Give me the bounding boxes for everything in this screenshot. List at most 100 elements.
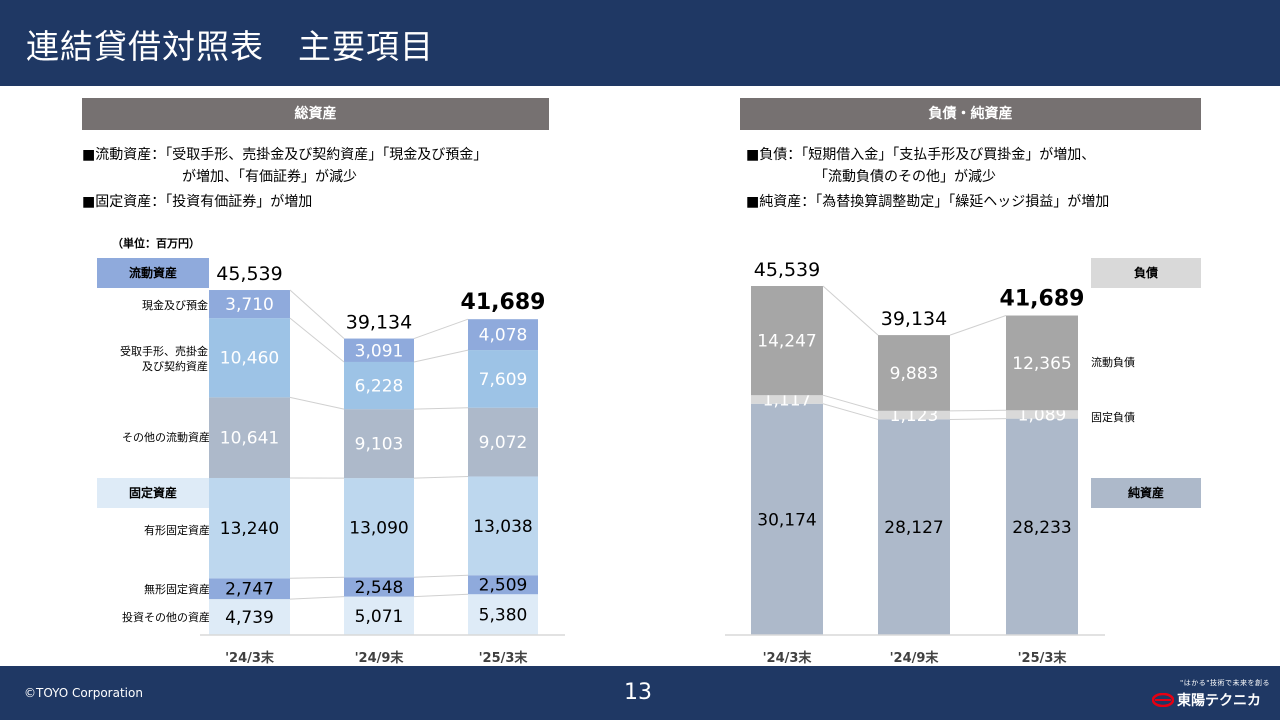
liabilities-section-title: 負債・純資産 <box>740 98 1201 130</box>
x-tick-label: '25/3末 <box>1018 650 1068 666</box>
data-label: 14,247 <box>757 332 816 352</box>
bar-segment <box>344 577 414 597</box>
net-assets-group-label: 純資産 <box>1091 478 1201 508</box>
row-label-tangible: 有形固定資産 <box>144 524 210 537</box>
footer-bar: ©TOYO Corporation 13 "はかる"技術で未来を創る 東陽テクニ… <box>0 666 1280 720</box>
liabilities-note-1: ■負債：「短期借入金」「支払手形及び買掛金」が増加、 <box>746 147 1096 163</box>
row-label-fixed-liabilities: 固定負債 <box>1091 411 1135 424</box>
total-label: 41,689 <box>1000 287 1085 312</box>
connector-line <box>413 593 469 598</box>
data-label: 1,089 <box>1018 405 1067 425</box>
x-tick-label: '25/3末 <box>479 650 529 666</box>
connector-line <box>413 574 469 578</box>
data-label: 9,103 <box>355 435 404 455</box>
total-label: 39,134 <box>881 308 947 330</box>
connector-line <box>949 409 1007 412</box>
row-label-other-current: その他の流動資産 <box>122 431 210 444</box>
company-logo: 東陽テクニカ <box>1152 690 1261 710</box>
bar-segment <box>878 335 950 411</box>
bar-segment <box>344 338 414 362</box>
data-label: 7,609 <box>479 370 528 390</box>
x-tick-label: '24/3末 <box>763 650 813 666</box>
connector-line <box>413 407 469 410</box>
bar-segment <box>1006 418 1078 635</box>
bar-segment <box>209 578 290 600</box>
data-label: 10,460 <box>220 349 279 369</box>
logo-tagline: "はかる"技術で未来を創る <box>1180 679 1270 687</box>
liabilities-note-2: 「流動負債のその他」が減少 <box>814 169 996 185</box>
bar-segment <box>751 403 823 635</box>
row-label-intangible: 無形固定資産 <box>144 583 210 596</box>
total-label: 45,539 <box>216 263 282 285</box>
data-label: 2,747 <box>225 580 274 600</box>
data-label: 30,174 <box>757 510 816 530</box>
connector-line <box>413 318 469 340</box>
data-label: 1,123 <box>890 406 939 426</box>
bar-segment <box>468 476 538 576</box>
data-label: 2,548 <box>355 578 404 598</box>
x-tick-label: '24/9末 <box>355 650 405 666</box>
assets-note-1: ■流動資産：「受取手形、売掛金及び契約資産」「現金及び預金」 <box>82 147 488 163</box>
assets-note-2: が増加、「有価証券」が減少 <box>182 169 357 185</box>
data-label: 2,509 <box>479 576 528 596</box>
bar-segment <box>751 286 823 396</box>
bar-segment <box>878 419 950 635</box>
bar-segment <box>344 361 414 410</box>
data-label: 4,739 <box>225 608 274 628</box>
unit-label: （単位：百万円） <box>112 237 200 250</box>
bar-segment <box>468 350 538 408</box>
data-label: 3,091 <box>355 341 404 361</box>
row-label-investments: 投資その他の資産 <box>122 611 210 624</box>
row-label-current-liabilities: 流動負債 <box>1091 356 1135 369</box>
data-label: 5,380 <box>479 606 528 626</box>
page-title: 連結貸借対照表 主要項目 <box>26 27 434 66</box>
data-label: 6,228 <box>355 377 404 397</box>
bar-segment <box>209 477 290 579</box>
liabilities-note-3: ■純資産：「為替換算調整勘定」「繰延ヘッジ損益」が増加 <box>746 194 1110 210</box>
row-label-receivables-1: 受取手形、売掛金 <box>120 345 208 358</box>
logo-mark-icon <box>1152 693 1174 707</box>
connector-line <box>822 403 879 420</box>
bar-segment <box>468 319 538 351</box>
total-label: 41,689 <box>461 290 546 315</box>
bar-segment <box>468 407 538 477</box>
data-label: 10,641 <box>220 429 279 449</box>
bar-segment <box>209 599 290 635</box>
liabilities-bars: 30,174 1,117 14,247 45,539 28,127 1,123 9,883 3… <box>725 259 1105 666</box>
data-label: 9,072 <box>479 433 528 453</box>
connector-line <box>413 475 469 479</box>
total-assets-section-title: 総資産 <box>82 98 549 130</box>
bar-segment <box>344 409 414 479</box>
data-label: 13,090 <box>349 519 408 539</box>
bar-segment <box>344 596 414 635</box>
bar-segment <box>209 397 290 478</box>
connector-line <box>822 394 879 412</box>
bar-segment <box>468 575 538 595</box>
connector-line <box>289 317 345 363</box>
logo-name: 東陽テクニカ <box>1177 693 1261 709</box>
connector-line <box>822 285 879 336</box>
row-label-receivables-2: 及び契約資産 <box>142 360 208 373</box>
total-label: 39,134 <box>346 312 412 334</box>
bar-segment <box>878 410 950 420</box>
data-label: 5,071 <box>355 607 404 627</box>
connector-line <box>289 396 345 410</box>
current-assets-group-label: 流動資産 <box>97 258 209 288</box>
data-label: 13,240 <box>220 519 279 539</box>
assets-bars: 4,739 2,747 13,240 10,641 10,460 3,710 45,539 5… <box>200 263 565 666</box>
connector-line <box>949 315 1007 336</box>
bar-segment <box>344 478 414 578</box>
connector-line <box>289 596 345 600</box>
bar-segment <box>209 290 290 319</box>
x-tick-label: '24/9末 <box>890 650 940 666</box>
data-label: 1,117 <box>763 390 812 410</box>
data-label: 12,365 <box>1012 354 1071 374</box>
data-label: 9,883 <box>890 364 939 384</box>
data-label: 4,078 <box>479 326 528 346</box>
bar-segment <box>468 594 538 635</box>
bar-segment <box>751 395 823 404</box>
connector-line <box>413 349 469 363</box>
connector-line <box>289 576 345 579</box>
copyright: ©TOYO Corporation <box>24 686 143 700</box>
liabilities-group-label: 負債 <box>1091 258 1201 288</box>
